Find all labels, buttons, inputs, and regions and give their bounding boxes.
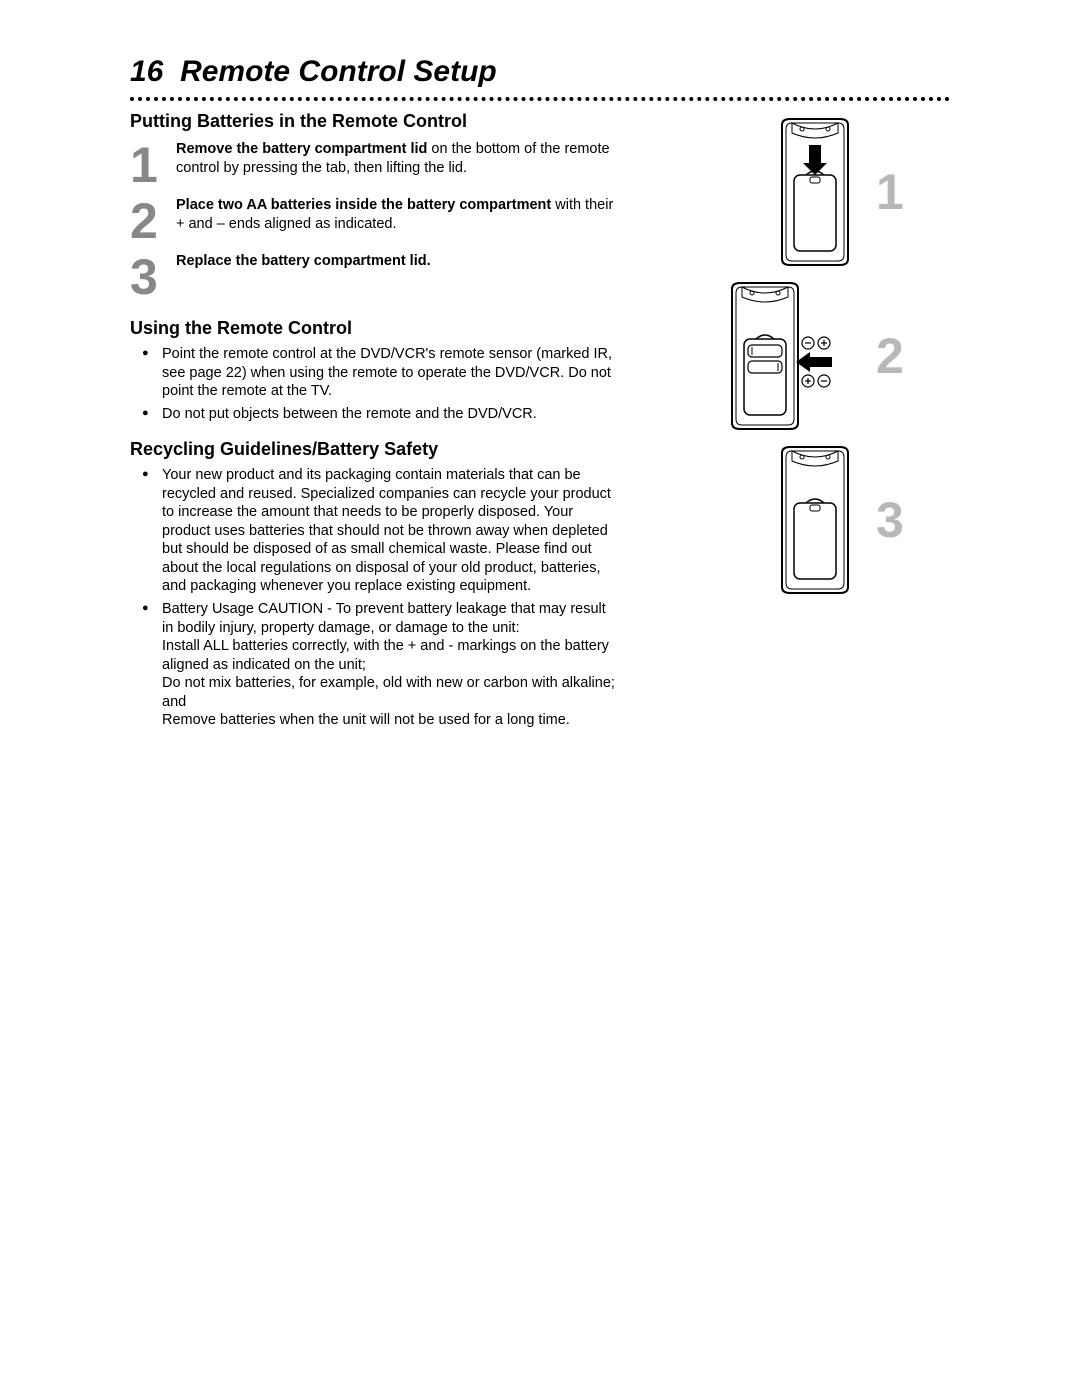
step-1: 1 Remove the battery compartment lid on … xyxy=(130,138,620,190)
figure-1-number: 1 xyxy=(876,167,910,217)
using-bullet-1: Point the remote control at the DVD/VCR'… xyxy=(148,345,620,401)
figure-2-remote xyxy=(718,281,858,431)
step-1-bold: Remove the battery compartment lid xyxy=(176,141,427,157)
recycling-bullet-1: Your new product and its packaging conta… xyxy=(148,466,620,596)
section-heading-recycling: Recycling Guidelines/Battery Safety xyxy=(130,439,620,460)
using-bullets: Point the remote control at the DVD/VCR'… xyxy=(130,345,620,423)
figure-1-row: 1 xyxy=(650,117,910,267)
step-2-body: Place two AA batteries inside the batter… xyxy=(176,194,620,233)
figure-2-number: 2 xyxy=(876,331,910,381)
section-heading-using: Using the Remote Control xyxy=(130,318,620,339)
section-heading-batteries: Putting Batteries in the Remote Control xyxy=(130,111,620,132)
right-column: 1 xyxy=(650,111,910,734)
using-bullet-2: Do not put objects between the remote an… xyxy=(148,405,620,424)
page-number: 16 xyxy=(130,55,163,88)
figure-3-number: 3 xyxy=(876,495,910,545)
recycling-bullets: Your new product and its packaging conta… xyxy=(130,466,620,730)
figure-3-remote xyxy=(772,445,858,595)
figure-1-remote xyxy=(772,117,858,267)
recycling-bullet-2: Battery Usage CAUTION - To prevent batte… xyxy=(148,600,620,730)
step-number-1: 1 xyxy=(130,138,176,190)
step-2: 2 Place two AA batteries inside the batt… xyxy=(130,194,620,246)
step-number-3: 3 xyxy=(130,250,176,302)
step-3-body: Replace the battery compartment lid. xyxy=(176,250,431,271)
left-column: Putting Batteries in the Remote Control … xyxy=(130,111,620,734)
page-title: 16 Remote Control Setup xyxy=(130,55,980,89)
step-2-bold: Place two AA batteries inside the batter… xyxy=(176,197,551,213)
step-3-bold: Replace the battery compartment lid. xyxy=(176,253,431,269)
step-number-2: 2 xyxy=(130,194,176,246)
figure-2-row: 2 xyxy=(650,281,910,431)
figure-3-row: 3 xyxy=(650,445,910,595)
title-dotted-rule xyxy=(130,97,950,101)
page-title-text: Remote Control Setup xyxy=(180,55,497,88)
step-3: 3 Replace the battery compartment lid. xyxy=(130,250,620,302)
step-1-body: Remove the battery compartment lid on th… xyxy=(176,138,620,177)
